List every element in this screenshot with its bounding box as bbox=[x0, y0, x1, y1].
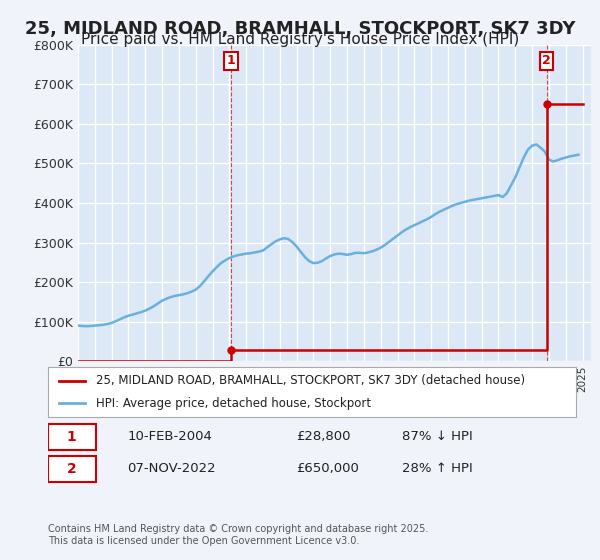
Text: 2: 2 bbox=[542, 54, 551, 67]
Text: 1: 1 bbox=[67, 430, 77, 444]
Text: 25, MIDLAND ROAD, BRAMHALL, STOCKPORT, SK7 3DY: 25, MIDLAND ROAD, BRAMHALL, STOCKPORT, S… bbox=[25, 20, 575, 38]
Text: 07-NOV-2022: 07-NOV-2022 bbox=[127, 463, 216, 475]
Text: 10-FEB-2004: 10-FEB-2004 bbox=[127, 430, 212, 444]
Text: 2: 2 bbox=[67, 462, 77, 476]
Text: HPI: Average price, detached house, Stockport: HPI: Average price, detached house, Stoc… bbox=[95, 396, 371, 409]
Text: Price paid vs. HM Land Registry's House Price Index (HPI): Price paid vs. HM Land Registry's House … bbox=[81, 32, 519, 48]
Text: 25, MIDLAND ROAD, BRAMHALL, STOCKPORT, SK7 3DY (detached house): 25, MIDLAND ROAD, BRAMHALL, STOCKPORT, S… bbox=[95, 375, 524, 388]
FancyBboxPatch shape bbox=[48, 456, 95, 482]
Text: 28% ↑ HPI: 28% ↑ HPI bbox=[402, 463, 473, 475]
Text: £28,800: £28,800 bbox=[296, 430, 350, 444]
Text: £650,000: £650,000 bbox=[296, 463, 359, 475]
FancyBboxPatch shape bbox=[48, 424, 95, 450]
Text: 87% ↓ HPI: 87% ↓ HPI bbox=[402, 430, 473, 444]
Text: Contains HM Land Registry data © Crown copyright and database right 2025.
This d: Contains HM Land Registry data © Crown c… bbox=[48, 524, 428, 546]
Text: 1: 1 bbox=[227, 54, 236, 67]
